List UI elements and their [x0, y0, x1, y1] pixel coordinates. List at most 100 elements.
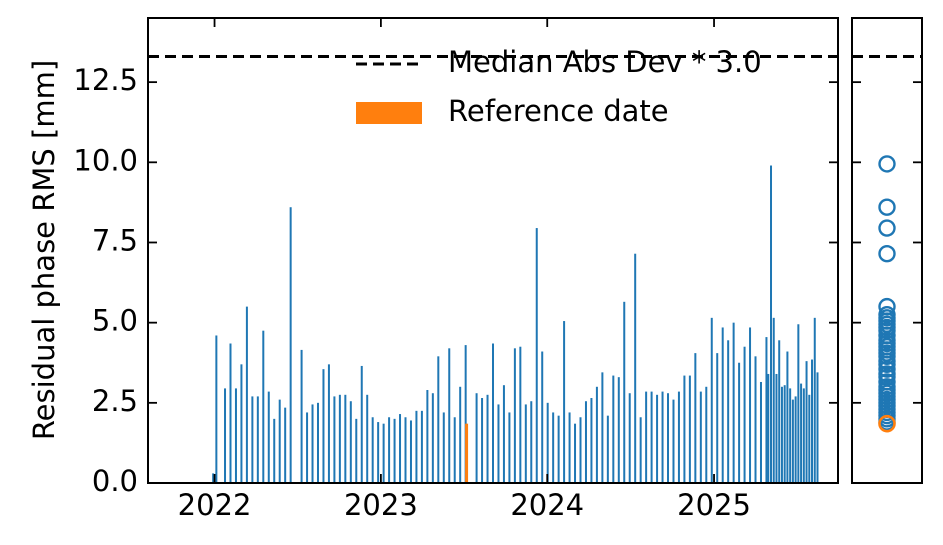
bar-98 — [759, 381, 762, 483]
bar-113 — [802, 388, 805, 483]
bar-63 — [568, 412, 571, 483]
bar-14 — [289, 207, 292, 483]
bar-29 — [377, 422, 380, 483]
bar-37 — [420, 410, 423, 483]
bar-43 — [453, 417, 456, 483]
bar-94 — [738, 362, 741, 483]
scatter-series — [878, 155, 896, 433]
bar-84 — [683, 375, 686, 483]
bar-116 — [811, 359, 814, 483]
bar-series — [212, 165, 819, 483]
bar-10 — [267, 391, 270, 483]
bar-90 — [716, 353, 719, 483]
bar-20 — [327, 364, 330, 483]
bar-101 — [770, 165, 773, 483]
bar-70 — [606, 415, 609, 483]
bar-104 — [778, 340, 781, 483]
bar-99 — [765, 337, 768, 483]
bar-111 — [797, 324, 800, 483]
bar-107 — [786, 351, 789, 483]
bar-74 — [628, 393, 631, 483]
bar-3 — [229, 343, 232, 483]
bar-39 — [431, 393, 434, 483]
bar-38 — [426, 390, 429, 483]
bar-13 — [284, 407, 287, 483]
bar-15 — [300, 349, 303, 483]
bar-44 — [459, 386, 462, 483]
y-axis-label: Residual phase RMS [mm] — [27, 60, 61, 440]
bar-67 — [590, 398, 593, 483]
bar-81 — [667, 393, 670, 483]
bar-26 — [360, 365, 363, 483]
legend-threshold-label: Median Abs Dev * 3.0 — [448, 45, 762, 79]
bar-7 — [251, 396, 254, 483]
scatter-point-20 — [878, 360, 896, 378]
bar-32 — [393, 418, 396, 483]
bar-30 — [382, 423, 385, 483]
bar-35 — [409, 420, 412, 483]
bar-78 — [650, 391, 653, 483]
bar-118 — [816, 372, 819, 483]
bar-83 — [677, 391, 680, 483]
bar-72 — [617, 377, 620, 483]
y-tick-label-3: 7.5 — [92, 223, 138, 257]
scatter-point-reference — [878, 414, 896, 433]
bar-93 — [732, 322, 735, 483]
bar-25 — [355, 418, 358, 483]
bar-80 — [661, 391, 664, 483]
bar-105 — [780, 386, 783, 483]
bar-61 — [557, 415, 560, 483]
bar-24 — [349, 401, 352, 483]
bar-73 — [623, 301, 626, 483]
bar-45 — [464, 345, 467, 483]
bar-57 — [535, 228, 538, 483]
bar-103 — [775, 373, 778, 483]
side-panel — [851, 17, 923, 484]
bar-76 — [639, 417, 642, 483]
bar-100 — [767, 373, 770, 483]
bar-62 — [563, 321, 566, 483]
bar-34 — [404, 417, 407, 483]
bar-21 — [333, 396, 336, 483]
bar-0 — [212, 473, 215, 483]
scatter-point-1 — [878, 198, 896, 216]
bar-16 — [306, 412, 309, 483]
x-tick-label-3: 2025 — [677, 488, 751, 522]
scatter-point-3 — [878, 245, 896, 263]
bar-27 — [366, 394, 369, 483]
bar-1 — [215, 335, 218, 483]
bar-95 — [743, 346, 746, 483]
bar-55 — [524, 404, 527, 483]
reference-date-bar — [465, 423, 469, 483]
bar-71 — [612, 375, 615, 483]
bar-91 — [721, 327, 724, 483]
y-tick-label-5: 12.5 — [73, 63, 138, 97]
bar-56 — [530, 401, 533, 483]
bar-102 — [772, 317, 775, 483]
bar-54 — [519, 346, 522, 483]
main-plot-frame — [147, 17, 839, 484]
bar-51 — [502, 385, 505, 483]
bar-19 — [322, 369, 325, 483]
legend: Median Abs Dev * 3.0 Reference date — [356, 45, 762, 128]
bar-89 — [710, 317, 713, 483]
bar-9 — [262, 330, 265, 483]
bar-2 — [224, 388, 227, 483]
bar-48 — [486, 394, 489, 483]
bar-117 — [813, 317, 816, 483]
bar-64 — [574, 423, 577, 483]
bar-92 — [727, 340, 730, 483]
bar-66 — [584, 401, 587, 483]
bar-33 — [399, 414, 402, 483]
side-plot-frame — [851, 17, 923, 484]
bar-8 — [256, 396, 259, 483]
x-tick-label-0: 2022 — [178, 488, 252, 522]
bar-22 — [338, 394, 341, 483]
bar-5 — [240, 364, 243, 483]
y-tick-label-2: 5.0 — [92, 304, 138, 338]
bar-110 — [794, 396, 797, 483]
bar-58 — [541, 351, 544, 483]
scatter-point-19 — [878, 355, 896, 374]
bar-31 — [388, 417, 391, 483]
bar-65 — [579, 417, 582, 483]
